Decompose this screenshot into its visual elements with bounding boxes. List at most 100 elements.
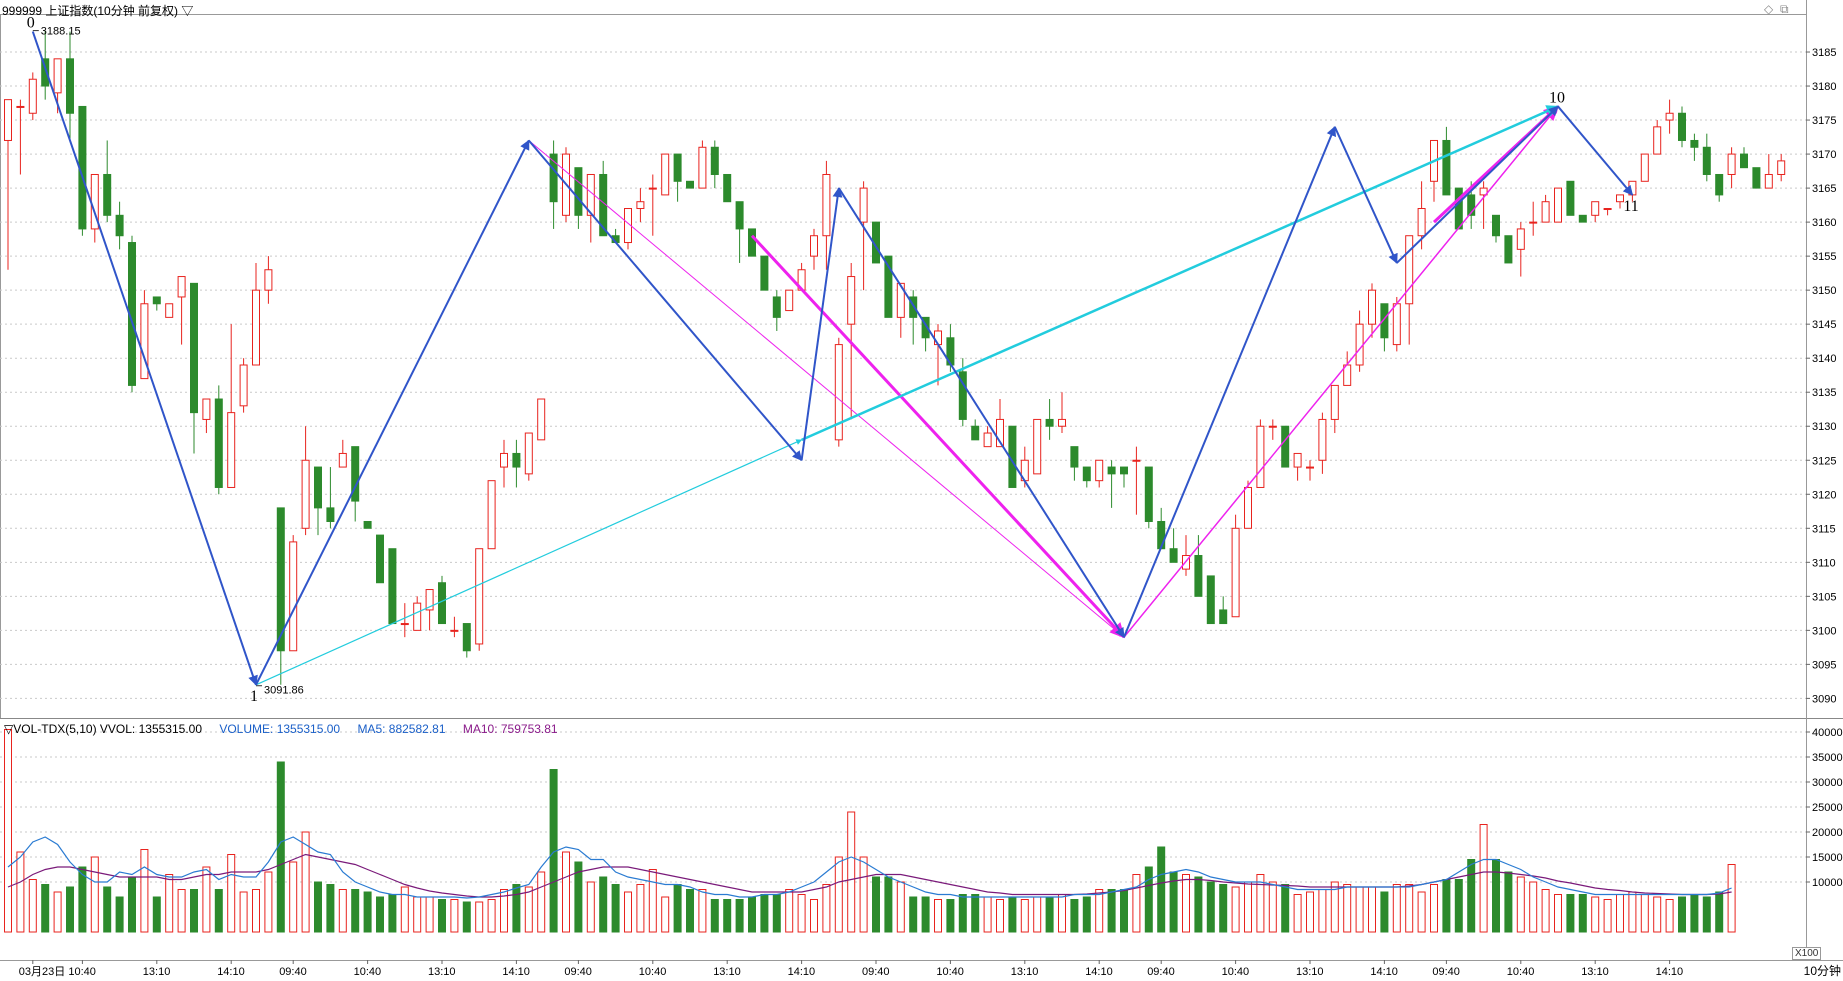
candle-body <box>1554 187 1562 223</box>
volume-bar <box>859 856 868 933</box>
candle-body <box>661 153 670 196</box>
volume-bar <box>301 831 310 933</box>
candle-body <box>1033 418 1042 475</box>
volume-bar <box>1182 874 1190 933</box>
candle-body <box>1529 221 1538 224</box>
candle-body <box>624 208 632 244</box>
candle-body <box>388 548 397 625</box>
candle-body <box>549 153 558 203</box>
volume-bar <box>537 871 546 933</box>
price-tick-label: 3150 <box>1812 285 1836 297</box>
candle-body <box>1640 153 1649 182</box>
volume-bar <box>462 901 471 933</box>
volume-bar <box>90 856 99 933</box>
candle-body <box>1045 418 1054 427</box>
chart-title: 999999 上证指数(10分钟 前复权) ▽ <box>2 4 194 18</box>
volume-indicator-label[interactable]: ▽VOL-TDX(5,10) VVOL: 1355315.00 <box>4 722 202 736</box>
volume-tick-label: 10000 <box>1812 877 1843 889</box>
volume-bar <box>289 861 298 933</box>
x-tick-label: 10:40 <box>639 966 667 978</box>
candle-body <box>1256 425 1265 488</box>
candle-body <box>735 201 744 230</box>
x-tick-label: 09:40 <box>1432 966 1460 978</box>
candle-body <box>400 623 409 626</box>
zigzag-segment <box>1333 126 1398 264</box>
volume-bar <box>710 899 719 933</box>
price-tick-label: 3095 <box>1812 659 1836 671</box>
price-tick-label: 3135 <box>1812 387 1836 399</box>
candle-body <box>301 459 310 529</box>
candle-body <box>1541 201 1550 223</box>
candle-body <box>512 452 521 468</box>
candle-body <box>1603 208 1612 211</box>
candle-body <box>28 78 37 114</box>
volume-bar <box>1504 871 1513 933</box>
volume-bar <box>1516 876 1525 933</box>
x-tick-label: 14:10 <box>1085 966 1113 978</box>
zigzag-segment <box>837 187 1125 639</box>
candle-body <box>1392 303 1401 346</box>
volume-bar <box>1008 896 1017 933</box>
candle-body <box>1368 289 1376 325</box>
candle-body <box>1653 126 1662 155</box>
x-tick-label: 14:10 <box>502 966 530 978</box>
volume-bar <box>1330 881 1339 933</box>
candle-body <box>1777 160 1786 175</box>
volume-bar <box>1045 896 1054 933</box>
candle-body <box>1504 235 1513 264</box>
candle-body <box>438 582 446 625</box>
volume-bar <box>735 899 744 933</box>
x-tick-label: 10:40 <box>1507 966 1535 978</box>
volume-bar <box>351 889 360 933</box>
zigzag-segment <box>255 139 530 686</box>
candle-body <box>698 146 707 189</box>
candle-body <box>884 255 893 318</box>
volume-bar <box>450 899 459 933</box>
volume-header: ▽VOL-TDX(5,10) VVOL: 1355315.00 VOLUME: … <box>4 722 572 736</box>
candle-body <box>1355 323 1364 366</box>
volume-bar <box>400 886 409 933</box>
trend-line-magenta <box>750 234 1126 639</box>
window-restore-icon[interactable]: ⧉ <box>1780 2 1789 16</box>
candle-body <box>1752 167 1761 189</box>
candle-body <box>983 432 992 448</box>
volume-bar <box>1256 874 1265 933</box>
volume-bar <box>1554 894 1562 933</box>
volume-bar <box>227 854 236 933</box>
price-annotation-label: 3188.15 <box>41 26 81 38</box>
x-tick-label: 14:10 <box>217 966 245 978</box>
volume-bar <box>1479 824 1488 933</box>
candle-body <box>996 418 1004 448</box>
candle-body <box>462 623 471 652</box>
candle-body <box>810 235 818 257</box>
x-tick-label: 10:40 <box>68 966 96 978</box>
price-tick-label: 3115 <box>1812 523 1836 535</box>
candle-body <box>264 269 273 291</box>
candle-body <box>338 452 347 468</box>
volume-bar <box>1244 881 1252 933</box>
candle-body <box>524 432 533 475</box>
zigzag-segment <box>800 187 843 461</box>
candle-body <box>1405 235 1414 305</box>
volume-bar <box>698 889 707 933</box>
candle-body <box>1740 153 1748 169</box>
candle-body <box>177 276 186 298</box>
candle-body <box>1442 139 1451 196</box>
volume-bar <box>1082 896 1091 933</box>
x-tick-label: 10:40 <box>1222 966 1250 978</box>
volume-bar <box>239 891 248 933</box>
price-tick-label: 3125 <box>1812 455 1836 467</box>
volume-bar <box>1132 874 1141 933</box>
candle-body <box>1206 575 1215 625</box>
price-tick-label: 3140 <box>1812 353 1836 365</box>
candle-body <box>1169 548 1178 563</box>
candle-body <box>748 228 756 257</box>
zigzag-point-label: 0 <box>27 15 35 32</box>
volume-bar <box>190 889 198 933</box>
period-label[interactable]: 10分钟 <box>1803 964 1841 978</box>
diamond-icon[interactable]: ◇ <box>1764 2 1774 16</box>
volume-bar <box>1033 896 1042 933</box>
volume-tick-label: 35000 <box>1812 752 1843 764</box>
volume-bar <box>586 881 595 933</box>
